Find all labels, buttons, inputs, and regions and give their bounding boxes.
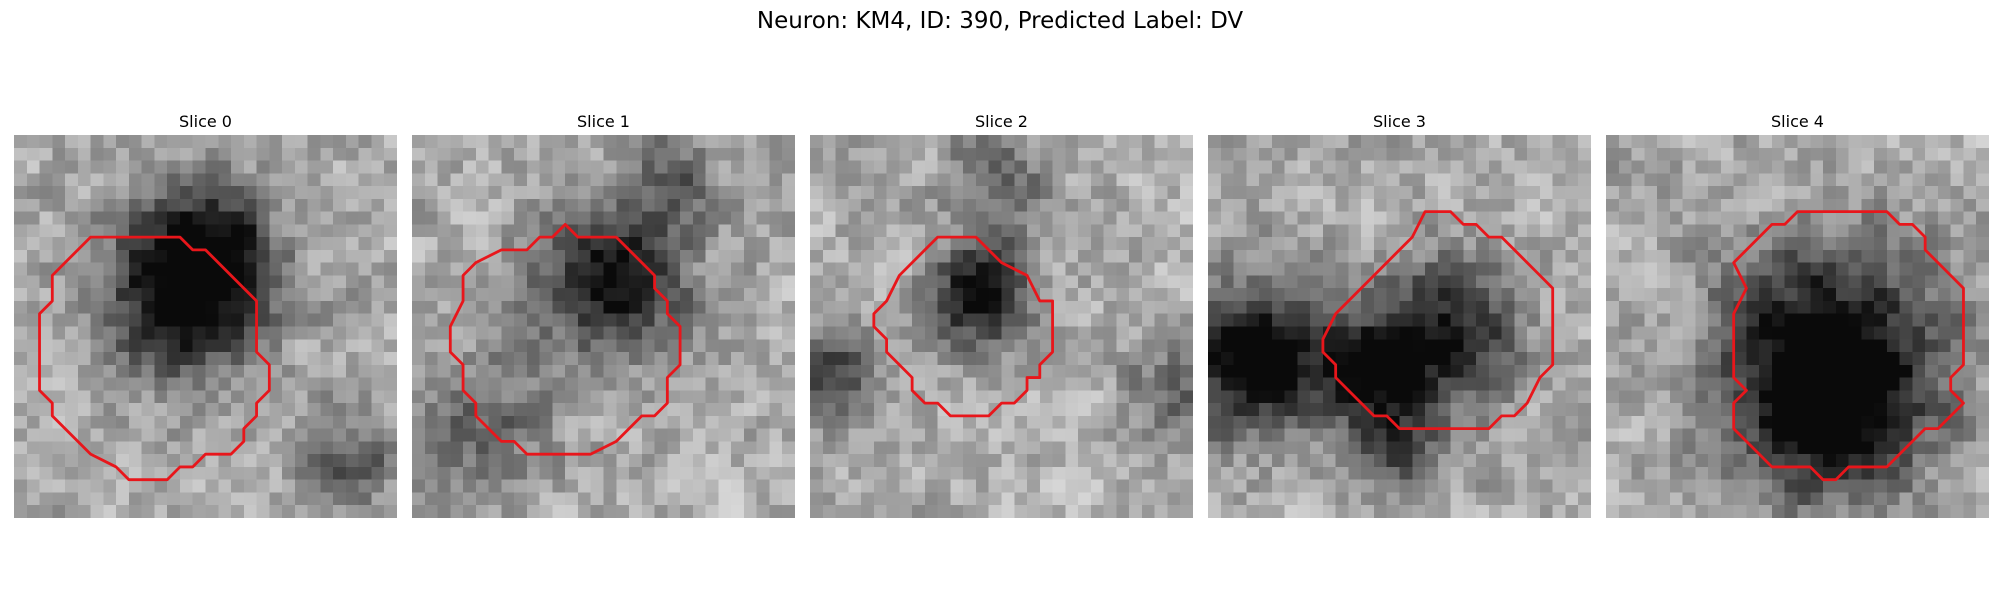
slice-title: Slice 1 [577, 112, 630, 131]
segmentation-contour [38, 235, 271, 482]
contour-outline [1321, 210, 1555, 431]
segmentation-contour [1732, 210, 1965, 482]
slice-image [810, 135, 1193, 518]
grayscale-microscopy-image [412, 135, 795, 518]
segmentation-contour [448, 222, 682, 456]
contour-outline [448, 222, 682, 456]
slice-image [1208, 135, 1591, 518]
slice-image [412, 135, 795, 518]
slice-panel-1: Slice 1 [412, 111, 795, 518]
slice-image [14, 135, 397, 518]
contour-outline [38, 235, 271, 482]
slice-image [1606, 135, 1989, 518]
slice-panel-2: Slice 2 [810, 111, 1193, 518]
slice-panel-0: Slice 0 [14, 111, 397, 518]
grayscale-microscopy-image [1208, 135, 1591, 518]
grayscale-microscopy-image [1606, 135, 1989, 518]
segmentation-contour [1321, 210, 1555, 431]
contour-outline [1732, 210, 1965, 482]
slice-panel-4: Slice 4 [1606, 111, 1989, 518]
slice-title: Slice 2 [975, 112, 1028, 131]
segmentation-contour [872, 235, 1054, 418]
slice-title: Slice 4 [1771, 112, 1824, 131]
contour-outline [872, 235, 1054, 418]
slice-title: Slice 3 [1373, 112, 1426, 131]
figure-title: Neuron: KM4, ID: 390, Predicted Label: D… [756, 8, 1244, 34]
slice-panel-3: Slice 3 [1208, 111, 1591, 518]
slice-title: Slice 0 [179, 112, 232, 131]
